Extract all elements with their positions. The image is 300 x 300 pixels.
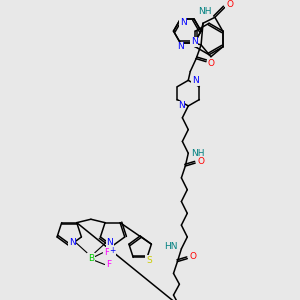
Text: O: O bbox=[190, 252, 197, 261]
Text: HN: HN bbox=[164, 242, 177, 251]
Text: O: O bbox=[226, 0, 233, 9]
Text: N: N bbox=[69, 238, 76, 247]
Text: O: O bbox=[198, 157, 205, 166]
Text: N: N bbox=[178, 101, 185, 110]
Text: N: N bbox=[192, 76, 199, 85]
Text: +: + bbox=[110, 246, 116, 255]
Text: N: N bbox=[106, 238, 113, 247]
Text: S: S bbox=[146, 256, 152, 265]
Text: O: O bbox=[207, 59, 214, 68]
Text: N: N bbox=[180, 18, 187, 27]
Text: B: B bbox=[88, 254, 94, 263]
Text: N: N bbox=[177, 43, 184, 52]
Text: NH: NH bbox=[191, 149, 205, 158]
Text: F: F bbox=[106, 260, 111, 269]
Text: F: F bbox=[104, 248, 109, 257]
Text: N: N bbox=[191, 38, 198, 46]
Text: NH: NH bbox=[198, 7, 212, 16]
